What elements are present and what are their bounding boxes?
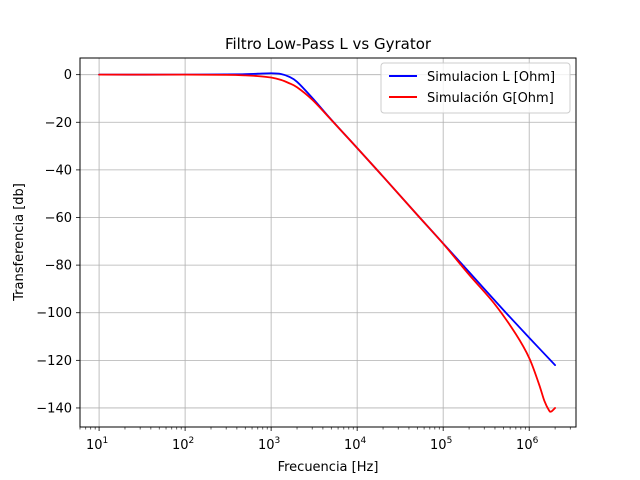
x-tick-label: 106 [516,436,539,453]
legend: Simulacion L [Ohm] Simulación G[Ohm] [380,62,571,114]
x-tick-label: 102 [172,436,194,453]
y-tick-label: −140 [36,401,72,416]
x-tick-label: 101 [86,436,108,453]
y-tick-label: −80 [45,259,72,274]
series-layer [98,72,556,413]
legend-label-l: Simulacion L [Ohm] [427,70,555,85]
y-axis-label: Transferencia [db] [12,183,27,302]
legend-box [380,62,571,114]
x-tick-label: 105 [430,436,452,453]
y-tick-label: 0 [64,68,72,83]
x-axis: 101 102 103 104 105 106 [79,427,571,453]
x-tick-label: 104 [344,436,367,453]
x-axis-label: Frecuencia [Hz] [278,460,379,475]
y-tick-label: −40 [45,163,72,178]
y-tick-label: −20 [45,116,72,131]
x-tick-label: 103 [258,436,280,453]
chart-title: Filtro Low-Pass L vs Gyrator [225,35,432,53]
series-line-g [98,73,556,413]
y-tick-label: −60 [45,211,72,226]
y-tick-label: −100 [36,306,72,321]
y-tick-label: −120 [36,354,72,369]
series-line-l [98,72,556,366]
grid [80,58,576,427]
plot-frame [79,57,577,428]
legend-label-g: Simulación G[Ohm] [427,91,554,106]
y-axis: 0 −20 −40 −60 −80 −100 −120 −140 [36,68,80,416]
